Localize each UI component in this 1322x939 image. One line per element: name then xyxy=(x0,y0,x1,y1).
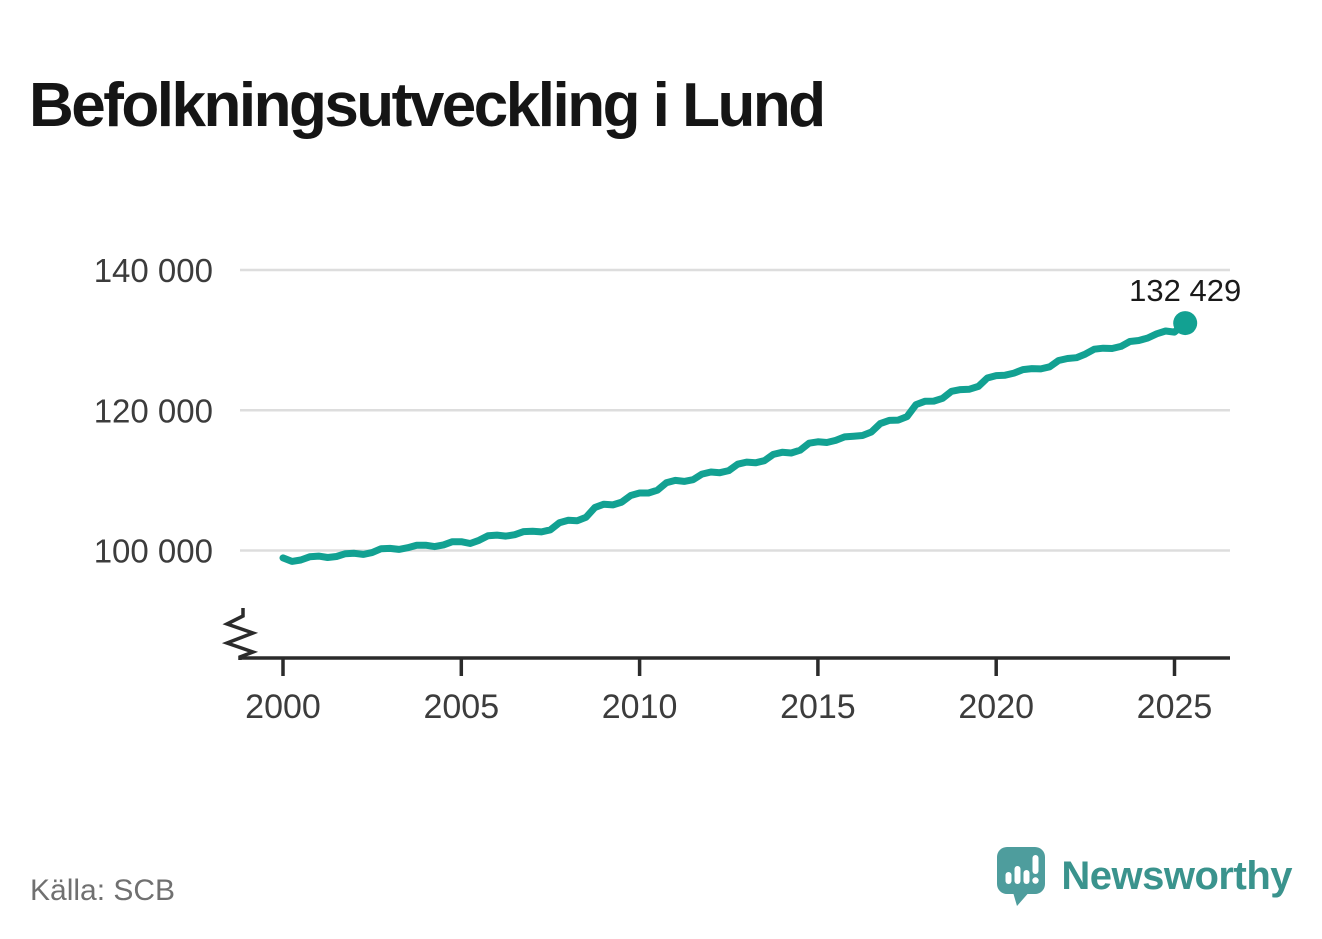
x-tick-label: 2000 xyxy=(245,688,321,726)
end-value-label: 132 429 xyxy=(1129,273,1241,308)
axis-break-icon xyxy=(221,608,259,660)
x-tick-label: 2010 xyxy=(602,688,678,726)
x-tick-label: 2015 xyxy=(780,688,856,726)
y-tick-label: 100 000 xyxy=(94,533,213,570)
logo-bar-3 xyxy=(1023,870,1030,884)
logo-bar-1 xyxy=(1005,872,1012,884)
logo-bubble xyxy=(997,847,1046,906)
logo-exclamation-bar xyxy=(1032,855,1039,874)
chart-title: Befolkningsutveckling i Lund xyxy=(29,70,826,140)
population-line xyxy=(279,319,1189,565)
source-note: Källa: SCB xyxy=(30,874,176,907)
newsworthy-wordmark: Newsworthy xyxy=(1061,854,1292,898)
logo-bar-2 xyxy=(1014,866,1021,884)
y-tick-label: 120 000 xyxy=(94,392,213,429)
y-tick-label: 140 000 xyxy=(94,252,213,289)
x-tick-label: 2005 xyxy=(423,688,499,726)
newsworthy-logo-icon xyxy=(997,847,1046,906)
series-layer: 132 429 xyxy=(279,273,1241,565)
newsworthy-branding: Newsworthy xyxy=(996,846,1292,907)
logo-exclamation-dot xyxy=(1032,877,1040,884)
x-tick-label: 2025 xyxy=(1137,688,1213,726)
x-tick-label: 2020 xyxy=(958,688,1034,726)
end-dot xyxy=(1173,311,1198,336)
grid-layer: 100 000 120 000 140 000 2000 2005 2010 2015 202… xyxy=(94,252,1230,726)
